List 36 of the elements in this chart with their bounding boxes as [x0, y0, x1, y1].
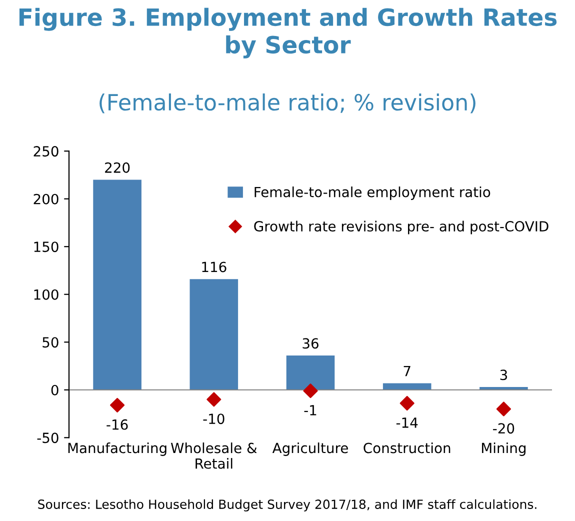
point [110, 398, 125, 412]
x-tick-label: Mining [482, 442, 526, 456]
y-tick-label: 50 [42, 337, 58, 348]
chart-title: Figure 3. Employment and Growth Rates by Sector [19, 8, 557, 58]
data-label: -20 [493, 423, 514, 434]
data-label: 220 [105, 162, 130, 173]
legend-label: Growth rate revisions pre- and post-COVID [254, 220, 548, 234]
point [496, 402, 511, 416]
y-tick-label: -50 [37, 432, 58, 444]
bar [382, 383, 432, 390]
point [206, 392, 222, 407]
x-tick-label: Manufacturing [68, 442, 166, 456]
data-label: 3 [500, 370, 508, 380]
data-label: 36 [302, 338, 318, 349]
chart-subtitle: (Female-to-male ratio; % revision) [100, 93, 476, 114]
data-label: -10 [203, 414, 224, 424]
point [303, 384, 318, 398]
bar [286, 355, 335, 390]
data-label: 7 [404, 366, 410, 376]
data-label: -14 [396, 418, 418, 428]
bar [93, 180, 142, 390]
y-tick-label: 200 [34, 194, 58, 204]
data-label: 116 [202, 262, 226, 272]
source-note: Sources: Lesotho Household Budget Survey 2017/18, and IMF staff calculations. [38, 499, 536, 512]
bar [190, 279, 238, 390]
x-tick-label: Agriculture [272, 442, 348, 456]
data-label: -1 [304, 405, 316, 416]
y-tick-label: 100 [34, 289, 58, 300]
x-tick-label: Wholesale & Retail [170, 442, 257, 469]
data-label: -16 [106, 419, 128, 430]
y-tick-label: 250 [34, 146, 58, 157]
y-tick-label: 0 [51, 384, 58, 396]
point [400, 396, 414, 411]
y-tick-label: 150 [34, 242, 58, 252]
legend-label: Female-to-male employment ratio [254, 186, 490, 200]
x-tick-label: Construction [364, 442, 450, 454]
